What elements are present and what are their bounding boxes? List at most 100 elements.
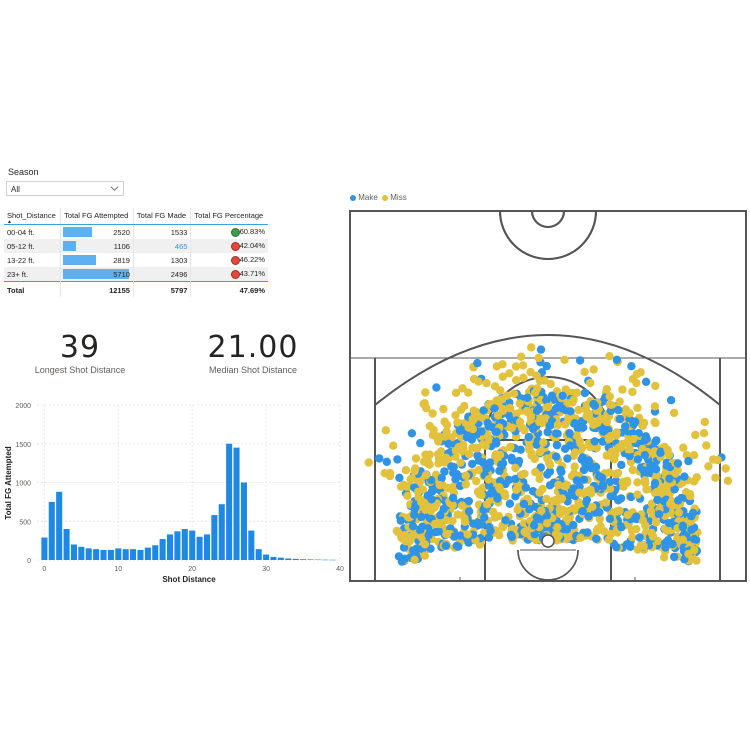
miss-shot-point[interactable] — [453, 418, 462, 427]
miss-shot-point[interactable] — [410, 466, 419, 476]
make-shot-point[interactable] — [558, 404, 567, 413]
miss-shot-point[interactable] — [403, 491, 412, 501]
make-shot-point[interactable] — [542, 511, 551, 520]
miss-shot-point[interactable] — [605, 468, 614, 477]
make-shot-point[interactable] — [558, 391, 567, 400]
make-shot-point[interactable] — [417, 512, 426, 522]
histogram-bar[interactable] — [248, 530, 255, 560]
miss-shot-point[interactable] — [646, 506, 656, 516]
miss-shot-point[interactable] — [454, 442, 463, 452]
make-shot-point[interactable] — [625, 452, 634, 461]
make-shot-point[interactable] — [661, 543, 670, 552]
make-shot-point[interactable] — [495, 466, 504, 476]
make-shot-point[interactable] — [583, 528, 592, 537]
make-shot-point[interactable] — [491, 437, 501, 446]
miss-shot-point[interactable] — [453, 510, 462, 519]
miss-shot-point[interactable] — [535, 417, 544, 427]
make-shot-point[interactable] — [666, 396, 676, 405]
histogram-bar[interactable] — [189, 530, 196, 560]
make-shot-point[interactable] — [621, 422, 630, 431]
miss-shot-point[interactable] — [381, 426, 390, 435]
histogram-bar[interactable] — [144, 547, 151, 560]
make-shot-point[interactable] — [578, 506, 587, 516]
miss-shot-point[interactable] — [527, 343, 536, 352]
make-shot-point[interactable] — [670, 485, 679, 494]
miss-shot-point[interactable] — [574, 499, 583, 508]
make-shot-point[interactable] — [427, 495, 436, 504]
miss-shot-point[interactable] — [520, 527, 529, 537]
make-shot-point[interactable] — [599, 427, 608, 436]
miss-shot-point[interactable] — [561, 385, 570, 394]
make-shot-point[interactable] — [454, 542, 463, 551]
miss-shot-point[interactable] — [633, 490, 642, 499]
miss-shot-point[interactable] — [490, 513, 500, 522]
miss-shot-point[interactable] — [642, 485, 651, 494]
histogram-bar[interactable] — [56, 491, 63, 560]
miss-shot-point[interactable] — [662, 526, 671, 535]
miss-shot-point[interactable] — [673, 466, 682, 475]
histogram-bar[interactable] — [115, 548, 122, 560]
make-shot-point[interactable] — [633, 455, 643, 464]
make-shot-point[interactable] — [506, 530, 515, 540]
miss-shot-point[interactable] — [551, 529, 561, 539]
histogram-bar[interactable] — [166, 534, 174, 560]
make-shot-point[interactable] — [464, 496, 473, 506]
miss-shot-point[interactable] — [631, 524, 641, 534]
histogram-bar[interactable] — [152, 545, 159, 560]
miss-shot-point[interactable] — [524, 443, 534, 452]
make-shot-point[interactable] — [635, 533, 644, 542]
miss-shot-point[interactable] — [482, 379, 491, 388]
miss-shot-point[interactable] — [385, 471, 395, 481]
make-shot-point[interactable] — [501, 516, 510, 525]
make-shot-point[interactable] — [640, 451, 650, 460]
miss-shot-point[interactable] — [664, 450, 674, 460]
histogram-bar[interactable] — [322, 559, 329, 561]
histogram-bar[interactable] — [41, 537, 48, 560]
miss-shot-point[interactable] — [612, 507, 622, 516]
make-shot-point[interactable] — [455, 426, 465, 435]
miss-shot-point[interactable] — [689, 451, 699, 460]
histogram-bar[interactable] — [85, 548, 92, 560]
make-shot-point[interactable] — [393, 455, 402, 464]
histogram-bar[interactable] — [196, 536, 203, 560]
miss-shot-point[interactable] — [473, 444, 482, 453]
make-shot-point[interactable] — [497, 460, 506, 469]
miss-shot-point[interactable] — [474, 465, 483, 475]
miss-shot-point[interactable] — [470, 408, 480, 417]
miss-shot-point[interactable] — [636, 368, 645, 377]
make-shot-point[interactable] — [395, 473, 404, 482]
make-shot-point[interactable] — [611, 476, 621, 486]
histogram-bar[interactable] — [100, 549, 107, 560]
make-shot-point[interactable] — [605, 514, 615, 523]
miss-shot-point[interactable] — [601, 498, 610, 507]
make-shot-point[interactable] — [528, 424, 538, 434]
miss-shot-point[interactable] — [448, 516, 457, 526]
miss-shot-point[interactable] — [496, 386, 505, 395]
table-row[interactable]: 23+ ft. 5710 2496 43.71% — [4, 267, 268, 282]
make-shot-point[interactable] — [484, 481, 494, 490]
miss-shot-point[interactable] — [417, 497, 426, 507]
make-shot-point[interactable] — [505, 499, 515, 508]
miss-shot-point[interactable] — [638, 516, 647, 525]
miss-shot-point[interactable] — [586, 415, 595, 425]
make-shot-point[interactable] — [528, 487, 538, 496]
miss-shot-point[interactable] — [639, 418, 649, 428]
miss-shot-point[interactable] — [650, 402, 660, 411]
make-shot-point[interactable] — [543, 470, 552, 479]
miss-shot-point[interactable] — [518, 361, 528, 370]
miss-shot-point[interactable] — [442, 427, 451, 436]
make-shot-point[interactable] — [456, 531, 465, 540]
miss-shot-point[interactable] — [604, 535, 614, 544]
make-shot-point[interactable] — [397, 557, 407, 566]
miss-shot-point[interactable] — [515, 417, 525, 427]
histogram-bar[interactable] — [226, 443, 233, 560]
make-shot-point[interactable] — [424, 531, 433, 540]
histogram-bar[interactable] — [63, 529, 70, 560]
miss-shot-point[interactable] — [666, 499, 675, 509]
make-shot-point[interactable] — [495, 476, 505, 486]
miss-shot-point[interactable] — [606, 431, 615, 441]
make-shot-point[interactable] — [486, 526, 495, 536]
miss-shot-point[interactable] — [633, 478, 642, 487]
histogram-bar[interactable] — [240, 482, 247, 561]
make-shot-point[interactable] — [532, 406, 542, 415]
